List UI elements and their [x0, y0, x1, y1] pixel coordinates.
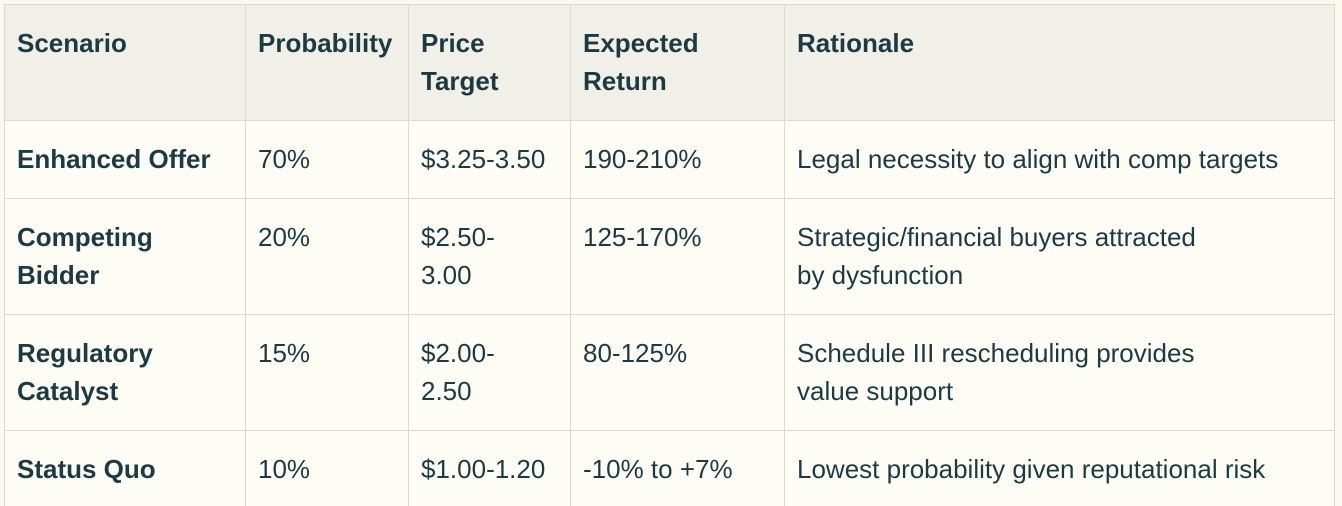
scenario-cell: Regulatory Catalyst	[4, 314, 246, 431]
price-target-cell: $2.00- 2.50	[408, 314, 571, 431]
expected-return-cell: -10% to +7%	[570, 430, 785, 506]
table-row: Regulatory Catalyst 15% $2.00- 2.50 80-1…	[4, 314, 1335, 431]
header-cell-rationale: Rationale	[784, 4, 1335, 121]
expected-return-cell: 80-125%	[570, 314, 785, 431]
scenario-cell: Competing Bidder	[4, 198, 246, 315]
expected-return-cell: 190-210%	[570, 120, 785, 199]
probability-cell: 10%	[245, 430, 409, 506]
price-target-cell: $3.25-3.50	[408, 120, 571, 199]
header-cell-scenario: Scenario	[4, 4, 246, 121]
price-target-cell: $2.50- 3.00	[408, 198, 571, 315]
table-row: Competing Bidder 20% $2.50- 3.00 125-170…	[4, 198, 1335, 315]
rationale-cell: Schedule III rescheduling provides value…	[784, 314, 1335, 431]
table-row: Status Quo 10% $1.00-1.20 -10% to +7% Lo…	[4, 430, 1335, 506]
probability-cell: 70%	[245, 120, 409, 199]
probability-cell: 20%	[245, 198, 409, 315]
scenario-analysis-table: Scenario Probability Price Target Expect…	[4, 4, 1335, 506]
table-row: Enhanced Offer 70% $3.25-3.50 190-210% L…	[4, 120, 1335, 199]
expected-return-cell: 125-170%	[570, 198, 785, 315]
header-row: Scenario Probability Price Target Expect…	[4, 4, 1335, 121]
probability-cell: 15%	[245, 314, 409, 431]
scenario-cell: Status Quo	[4, 430, 246, 506]
rationale-cell: Strategic/financial buyers attracted by …	[784, 198, 1335, 315]
rationale-cell: Legal necessity to align with comp targe…	[784, 120, 1335, 199]
header-cell-price-target: Price Target	[408, 4, 571, 121]
scenario-cell: Enhanced Offer	[4, 120, 246, 199]
price-target-cell: $1.00-1.20	[408, 430, 571, 506]
header-cell-probability: Probability	[245, 4, 409, 121]
rationale-cell: Lowest probability given reputational ri…	[784, 430, 1335, 506]
header-cell-expected-return: Expected Return	[570, 4, 785, 121]
